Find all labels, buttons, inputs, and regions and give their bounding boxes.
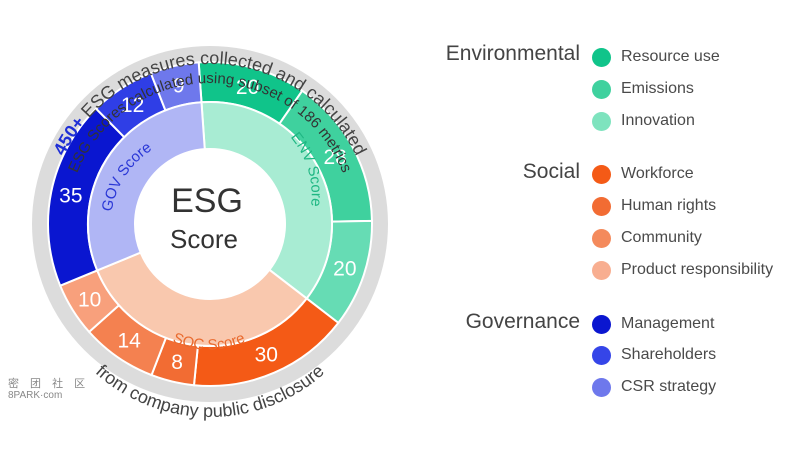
legend-item-label: Product responsibility	[621, 261, 774, 278]
legend-item-innovation: Innovation	[592, 109, 695, 133]
segment-value-community: 14	[117, 330, 141, 353]
legend-item-label: Innovation	[621, 112, 695, 129]
segment-value-product-responsibility: 10	[78, 288, 101, 311]
segment-value-management: 35	[59, 185, 82, 208]
watermark-line2: 8PARK·com	[8, 390, 63, 401]
workforce-dot-icon	[592, 164, 611, 184]
legend-item-label: Emissions	[621, 80, 694, 97]
legend-item-workforce: Workforce	[592, 162, 694, 186]
legend-group-environmental: Environmental	[445, 42, 580, 65]
watermark: 密 团 社 区 8PARK·com	[8, 378, 89, 402]
segment-value-csr-strategy: 9	[173, 74, 185, 97]
legend-item-label: Community	[621, 229, 702, 246]
segment-value-workforce: 30	[255, 343, 278, 366]
product-responsibility-dot-icon	[592, 260, 611, 280]
segment-value-resource-use: 20	[236, 76, 259, 99]
watermark-line1: 密 团 社 区	[8, 378, 90, 390]
segment-value-shareholders: 12	[121, 94, 144, 117]
community-dot-icon	[592, 228, 611, 248]
legend-item-label: Resource use	[621, 48, 720, 65]
legend-item-management: Management	[592, 312, 714, 336]
center-title-line1: ESG	[171, 182, 243, 220]
legend-group-social: Social	[522, 160, 580, 183]
legend-item-emissions: Emissions	[592, 77, 694, 101]
legend-item-label: Management	[621, 315, 715, 332]
csr-strategy-dot-icon	[592, 377, 611, 397]
segment-value-labels: 20 28 20 30 8 14 10 35 12 9	[59, 74, 356, 374]
human-rights-dot-icon	[592, 196, 611, 216]
center-circle	[135, 149, 285, 299]
legend-group-governance: Governance	[465, 310, 580, 333]
emissions-dot-icon	[592, 79, 611, 99]
legend-item-resource-use: Resource use	[592, 45, 720, 69]
legend: Environmental Resource use Emissions Inn…	[420, 0, 800, 450]
esg-wheel-diagram: ESG Score 20 28 20 30 8 14 10 35 12 9 450+ ESG me…	[32, 46, 388, 421]
segment-value-innovation: 20	[333, 257, 356, 280]
segment-value-emissions: 28	[323, 146, 346, 169]
legend-item-label: Workforce	[621, 165, 694, 182]
legend-item-label: Human rights	[621, 197, 717, 214]
management-dot-icon	[592, 314, 611, 334]
shareholders-dot-icon	[592, 345, 611, 365]
legend-item-community: Community	[592, 226, 702, 250]
innovation-dot-icon	[592, 111, 611, 131]
inner-pillar-segments	[87, 101, 333, 347]
legend-item-label: Shareholders	[621, 346, 717, 363]
center-title-line2: Score	[170, 224, 238, 254]
resource-use-dot-icon	[592, 47, 611, 67]
segment-value-human-rights: 8	[171, 351, 183, 374]
legend-item-product-responsibility: Product responsibility	[592, 258, 773, 282]
legend-item-label: CSR strategy	[621, 378, 717, 395]
legend-item-csr-strategy: CSR strategy	[592, 375, 716, 399]
legend-item-shareholders: Shareholders	[592, 343, 716, 367]
legend-item-human-rights: Human rights	[592, 194, 716, 218]
